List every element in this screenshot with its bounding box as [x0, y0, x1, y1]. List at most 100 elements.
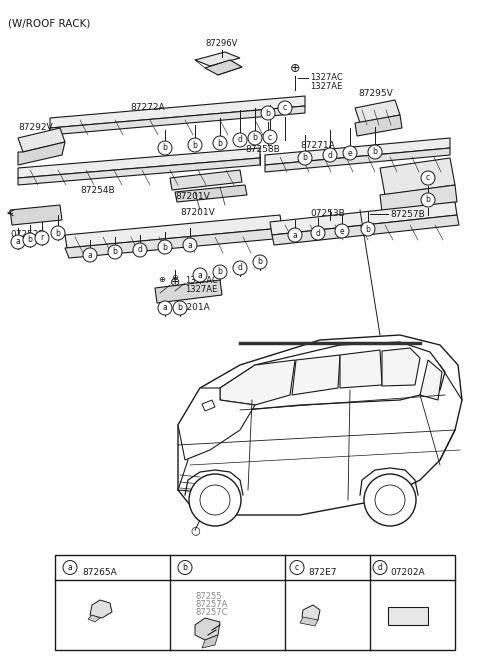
- Polygon shape: [205, 60, 242, 75]
- Polygon shape: [202, 635, 218, 648]
- Polygon shape: [220, 342, 445, 410]
- Bar: [388, 607, 428, 625]
- Bar: [55, 555, 455, 650]
- Circle shape: [173, 301, 187, 315]
- Text: 1327AC: 1327AC: [310, 73, 343, 82]
- Polygon shape: [300, 617, 318, 626]
- Circle shape: [343, 146, 357, 160]
- Polygon shape: [270, 202, 457, 235]
- Text: 87257A: 87257A: [195, 600, 228, 609]
- Polygon shape: [18, 128, 65, 152]
- Circle shape: [158, 240, 172, 254]
- Text: d: d: [327, 150, 333, 160]
- Text: b: b: [372, 148, 377, 156]
- Polygon shape: [195, 618, 220, 640]
- Circle shape: [253, 255, 267, 269]
- Text: b: b: [178, 304, 182, 313]
- Polygon shape: [202, 400, 215, 411]
- Text: c: c: [426, 173, 430, 183]
- Polygon shape: [65, 215, 282, 248]
- Text: b: b: [258, 258, 263, 267]
- Text: r: r: [40, 233, 44, 242]
- Text: d: d: [315, 229, 321, 237]
- Text: a: a: [293, 231, 298, 240]
- Polygon shape: [380, 158, 455, 195]
- Text: c: c: [283, 104, 287, 112]
- Text: 07253B: 07253B: [310, 209, 345, 218]
- Text: b: b: [366, 225, 371, 233]
- Text: b: b: [27, 235, 33, 244]
- Polygon shape: [178, 335, 462, 515]
- Circle shape: [63, 560, 77, 574]
- Text: b: b: [113, 248, 118, 256]
- Polygon shape: [18, 158, 260, 185]
- Text: d: d: [138, 246, 143, 254]
- Polygon shape: [50, 106, 305, 135]
- Text: 87265A: 87265A: [82, 568, 117, 577]
- Polygon shape: [90, 600, 112, 618]
- Text: 87201V: 87201V: [180, 208, 215, 217]
- Polygon shape: [178, 388, 255, 460]
- Polygon shape: [265, 148, 450, 172]
- Text: 87296V: 87296V: [206, 39, 238, 48]
- Circle shape: [133, 243, 147, 257]
- Text: b: b: [56, 229, 60, 237]
- Text: d: d: [238, 263, 242, 273]
- Circle shape: [421, 193, 435, 207]
- Text: c: c: [295, 563, 299, 572]
- Text: b: b: [426, 196, 431, 204]
- Text: b: b: [163, 143, 168, 152]
- Circle shape: [233, 133, 247, 147]
- Circle shape: [278, 101, 292, 115]
- Text: 87292V: 87292V: [18, 123, 53, 132]
- Circle shape: [23, 233, 37, 247]
- Circle shape: [213, 136, 227, 150]
- Text: b: b: [163, 242, 168, 252]
- Polygon shape: [355, 100, 400, 123]
- Text: 872E7: 872E7: [308, 568, 336, 577]
- Text: 87257C: 87257C: [195, 608, 228, 617]
- Text: 87201V: 87201V: [175, 192, 210, 201]
- Text: a: a: [68, 563, 72, 572]
- Circle shape: [188, 138, 202, 152]
- Polygon shape: [65, 228, 284, 258]
- Text: 87295V: 87295V: [358, 89, 393, 98]
- Circle shape: [364, 474, 416, 526]
- Text: a: a: [163, 304, 168, 313]
- Circle shape: [189, 474, 241, 526]
- Text: ○: ○: [190, 525, 200, 535]
- Circle shape: [108, 245, 122, 259]
- Polygon shape: [175, 185, 247, 202]
- Polygon shape: [10, 205, 62, 225]
- Polygon shape: [380, 185, 457, 212]
- Text: 87254B: 87254B: [80, 186, 115, 195]
- Text: 07202A: 07202A: [390, 568, 425, 577]
- Text: 07252B: 07252B: [10, 230, 45, 239]
- Circle shape: [200, 485, 230, 515]
- Text: b: b: [302, 154, 307, 162]
- Circle shape: [375, 485, 405, 515]
- Polygon shape: [265, 138, 450, 165]
- Text: d: d: [238, 135, 242, 145]
- Text: b: b: [217, 267, 222, 277]
- Text: b: b: [217, 139, 222, 148]
- Text: 1327AE: 1327AE: [185, 285, 217, 294]
- Circle shape: [361, 222, 375, 236]
- Polygon shape: [340, 350, 382, 388]
- Circle shape: [298, 151, 312, 165]
- Text: e: e: [348, 148, 352, 158]
- Polygon shape: [382, 348, 420, 386]
- Circle shape: [373, 560, 387, 574]
- Text: ⊕: ⊕: [170, 275, 180, 288]
- Text: ⊕: ⊕: [158, 275, 166, 284]
- Polygon shape: [18, 148, 260, 178]
- Circle shape: [368, 145, 382, 159]
- Text: e: e: [340, 227, 344, 235]
- Polygon shape: [292, 355, 340, 395]
- Text: 87272A: 87272A: [130, 103, 165, 112]
- Text: 1327AC: 1327AC: [185, 276, 218, 285]
- Circle shape: [421, 171, 435, 185]
- Text: c: c: [268, 133, 272, 141]
- Circle shape: [158, 141, 172, 155]
- Polygon shape: [155, 280, 222, 303]
